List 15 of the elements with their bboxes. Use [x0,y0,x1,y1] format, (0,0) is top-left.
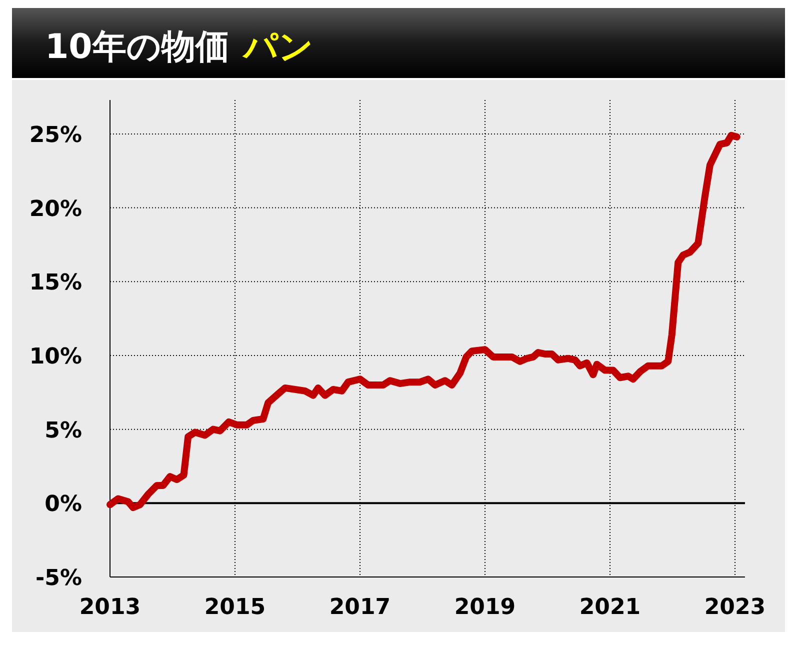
chart-title: 10年の物価 [45,27,230,67]
x-tick-label: 2017 [329,595,391,620]
y-tick-label: 20% [29,196,82,222]
y-tick-label: 15% [29,270,82,296]
x-tick-label: 2015 [204,595,266,620]
y-tick-label: 25% [29,122,82,148]
x-tick-label: 2019 [454,595,516,620]
chart-subtitle: パン [241,27,314,67]
y-tick-label: -5% [36,566,82,591]
y-tick-label: 5% [44,418,82,444]
x-tick-label: 2013 [79,595,141,620]
y-tick-label: 0% [44,492,82,518]
x-tick-label: 2021 [579,595,641,620]
x-tick-label: 2023 [704,595,766,620]
y-tick-label: 10% [29,344,82,370]
